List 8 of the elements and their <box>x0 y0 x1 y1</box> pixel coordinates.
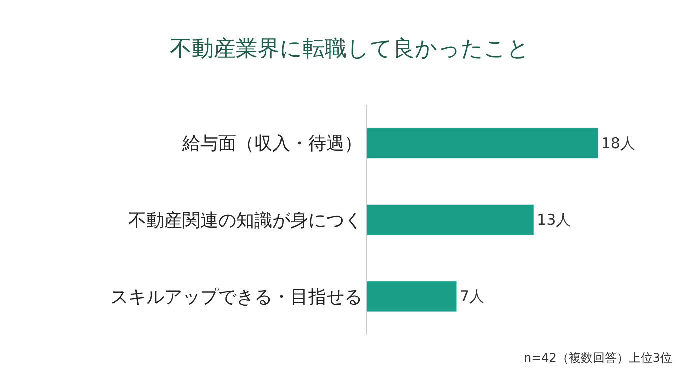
y-tick-label: 不動産関連の知識が身につく <box>128 210 362 232</box>
y-tick-label: スキルアップできる・目指せる <box>110 286 362 308</box>
data-label: 13人 <box>537 211 572 229</box>
data-label: 7人 <box>460 288 485 306</box>
y-tick-label: 給与面（収入・待遇） <box>181 134 362 155</box>
text: n=42（複数回答）上位3位 <box>524 351 673 365</box>
data-label: 18人 <box>601 134 636 152</box>
chart-title: 不動産業界に転職して良かったこと <box>170 37 530 62</box>
